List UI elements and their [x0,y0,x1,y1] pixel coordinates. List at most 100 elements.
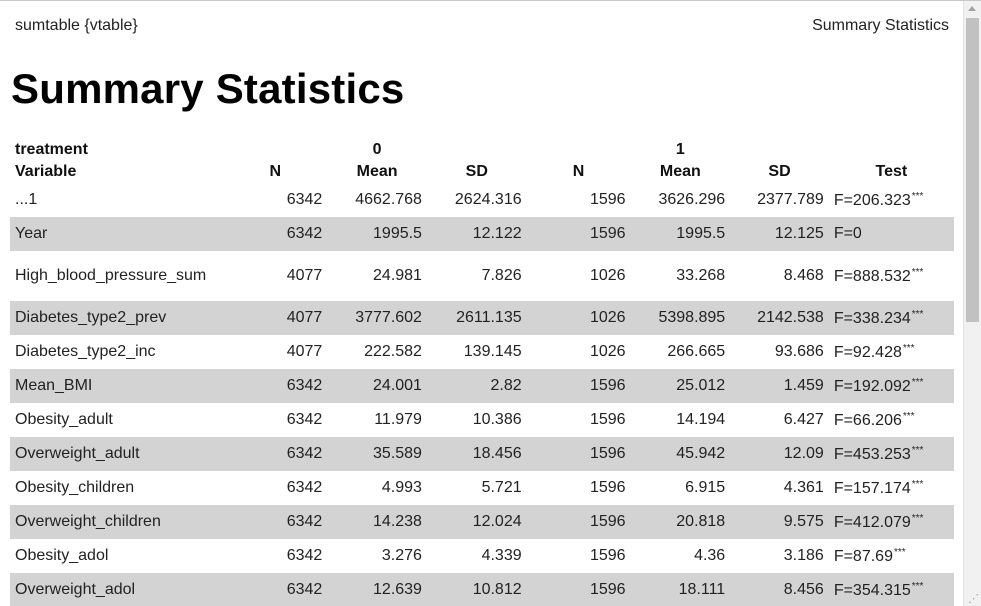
cell-n-0: 4077 [223,301,328,335]
cell-sd-0: 2624.316 [454,191,522,208]
cell-mean-0: 12.639 [327,573,427,606]
cell-variable: Diabetes_type2_inc [15,343,156,360]
test-statistic: F=92.428 [833,343,902,361]
significance-marker: *** [911,478,924,490]
cell-sd-0: 5.721 [481,479,522,496]
cell-n-0: 4077 [286,267,323,284]
significance-marker: *** [911,512,924,524]
group-header-row: treatment 0 1 [10,139,954,161]
test-statistic: F=888.532 [833,267,911,285]
table-row: Obesity_adult 6342 11.979 10.386 1596 14.194 6… [10,403,954,437]
resize-grip-icon[interactable]: ⋰ [968,593,979,605]
cell-variable: Overweight_children [10,505,224,539]
cell-n-1: 1596 [589,479,626,496]
cell-mean-1: 1995.5 [630,217,731,251]
cell-sd-0: 2.82 [426,369,527,403]
cell-sd-0: 12.024 [426,505,527,539]
cell-test: F=192.092*** [828,369,954,403]
cell-test: F=453.253*** [828,437,954,471]
cell-n-1: 1596 [589,411,626,428]
cell-sd-0: 10.386 [472,411,522,428]
cell-mean-0: 24.001 [327,369,427,403]
test-statistic: F=412.079 [833,513,911,531]
cell-mean-1: 4.36 [694,547,726,564]
cell-mean-1: 45.942 [630,437,731,471]
cell-sd-1: 1.459 [730,369,829,403]
cell-variable: Overweight_adult [10,437,224,471]
cell-sd-0: 139.145 [463,343,522,360]
cell-sd-1: 12.125 [730,217,829,251]
test-statistic: F=206.323 [833,191,911,209]
cell-mean-1: 266.665 [667,343,726,360]
cell-mean-1: 20.818 [630,505,731,539]
cell-mean-0: 222.582 [364,343,422,360]
cell-n-0: 6342 [223,369,328,403]
table-row: Obesity_adol 6342 3.276 4.339 1596 4.36 3.186 F… [10,539,954,573]
test-statistic: F=354.315 [833,581,911,599]
cell-sd-0: 4.339 [481,547,522,564]
table-row: ...1 6342 4662.768 2624.316 1596 3626.296 2377… [10,183,954,217]
significance-marker: *** [911,190,924,202]
cell-variable: Overweight_adol [10,573,224,606]
cell-mean-1: 25.012 [630,369,731,403]
cell-sd-0: 2611.135 [426,301,527,335]
table-row: Overweight_children 6342 14.238 12.024 1596 2… [10,505,954,539]
cell-test: F=92.428*** [829,335,954,369]
cell-sd-1: 9.575 [730,505,829,539]
cell-sd-0: 12.122 [426,217,527,251]
cell-mean-1: 3626.296 [658,191,726,208]
col-header-sd-1: SD [768,163,791,180]
test-statistic: F=0 [833,225,862,242]
scroll-up-arrow-icon[interactable] [968,6,976,11]
significance-marker: *** [911,266,924,278]
cell-mean-0: 24.981 [373,267,422,284]
cell-mean-1: 6.915 [685,479,726,496]
cell-variable: Obesity_adol [15,547,109,564]
cell-variable: Mean_BMI [10,369,224,403]
significance-marker: *** [911,580,924,592]
cell-variable: Obesity_adult [15,411,113,428]
table-row: Year 6342 1995.5 12.122 1596 1995.5 12.125 F=0 [10,217,954,251]
cell-variable: ...1 [15,191,38,208]
group-0-header: 0 [372,141,382,158]
cell-test: F=888.532*** [829,251,954,301]
col-header-n-0: N [269,163,282,180]
cell-n-0: 6342 [286,411,323,428]
cell-mean-0: 14.238 [327,505,427,539]
cell-n-0: 6342 [223,505,328,539]
cell-mean-1: 5398.895 [630,301,731,335]
cell-sd-1: 6.427 [783,411,824,428]
cell-sd-1: 12.09 [730,437,829,471]
cell-n-1: 1026 [589,343,626,360]
cell-sd-1: 4.361 [783,479,824,496]
cell-mean-1: 18.111 [630,573,731,606]
col-header-n-1: N [572,163,585,180]
cell-n-1: 1026 [589,267,626,284]
cell-n-1: 1596 [526,437,631,471]
summary-table: treatment 0 1 Variable N Mean SD N Mean … [10,139,954,606]
scrollbar-thumb[interactable] [966,18,979,322]
table-row: Overweight_adol 6342 12.639 10.812 1596 18.11… [10,573,954,606]
cell-mean-0: 4662.768 [355,191,422,208]
cell-sd-0: 7.826 [481,267,522,284]
cell-mean-1: 33.268 [676,267,726,284]
cell-sd-1: 3.186 [783,547,824,564]
cell-n-1: 1596 [526,505,631,539]
vertical-scrollbar[interactable]: ⋰ [963,1,981,606]
table-row: Mean_BMI 6342 24.001 2.82 1596 25.012 1.459 F=1… [10,369,954,403]
cell-sd-1: 8.456 [730,573,829,606]
cell-mean-0: 1995.5 [327,217,427,251]
cell-variable: High_blood_pressure_sum [15,267,207,284]
table-row: Diabetes_type2_inc 4077 222.582 139.145 1026… [10,335,954,369]
cell-sd-1: 2142.538 [730,301,829,335]
cell-n-1: 1026 [526,301,631,335]
cell-test: F=0 [828,217,954,251]
doc-header-right: Summary Statistics [812,17,949,34]
cell-n-1: 1596 [526,217,631,251]
cell-n-1: 1596 [526,573,631,606]
significance-marker: *** [911,444,924,456]
significance-marker: *** [902,410,915,422]
cell-mean-0: 3.276 [381,547,422,564]
cell-sd-1: 8.468 [783,267,824,284]
